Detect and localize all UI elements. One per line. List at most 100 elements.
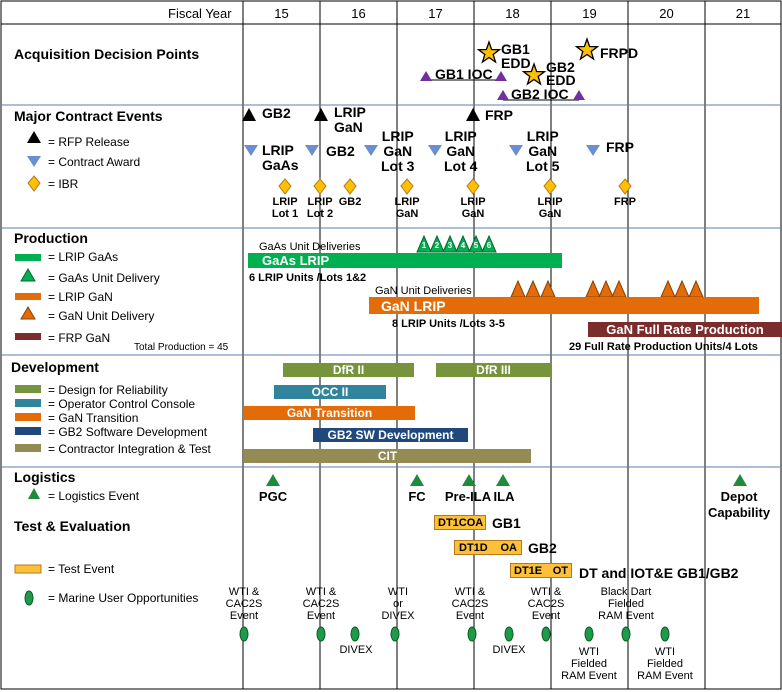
year-17: 17: [428, 6, 443, 21]
gb1-ioc-triangle-end: [495, 71, 507, 81]
marine-wti4-line3: Event: [455, 610, 485, 622]
rfp-frp-triangle: [466, 108, 480, 121]
marine-wti2-line1: WTI &: [305, 586, 337, 598]
ibr-frp-diamond: [618, 178, 632, 195]
ibr-gan-b-line2: GaN: [461, 208, 485, 220]
marine-blackdart-line1: Black Dart: [600, 586, 652, 598]
ibr-lot2-line2: Lot 2: [306, 208, 334, 220]
award-lot3-line3: Lot 3: [381, 158, 415, 174]
acq-gb2-label: GB2: [546, 59, 575, 75]
gb2-sw-bar: GB2 SW Development: [313, 428, 468, 442]
award-frp-label: FRP: [606, 139, 634, 155]
legend-gb2-sw-swatch: [15, 427, 41, 435]
logistics-pgc-label: PGC: [258, 489, 288, 504]
marine-wti7-line1: WTI: [654, 646, 676, 658]
acq-gb1-ioc-label: GB1 IOC: [435, 66, 493, 82]
gaas-delivery-number: 3: [447, 241, 453, 250]
dfr3-bar: DfR III: [436, 363, 551, 377]
marine-wti7-oval: [660, 626, 670, 642]
marine-divex2-oval: [504, 626, 514, 642]
legend-rfp-icon: [27, 131, 41, 143]
marine-wti6-line3: RAM Event: [561, 670, 617, 682]
award-frp-triangle: [586, 145, 600, 156]
marine-wti4-label: WTI & CAC2S Event: [450, 586, 490, 622]
gaas-delivery-markers: [416, 234, 497, 253]
award-lrip-gaas-triangle: [244, 145, 258, 156]
gan-frp-bar: GaN Full Rate Production: [588, 322, 782, 337]
legend-logistics-icon: [28, 488, 40, 499]
marine-wti3-line2: or: [393, 598, 403, 610]
legend-dfr-swatch: [15, 385, 41, 393]
gb2-edd-star: [521, 62, 547, 86]
ibr-lot2-diamond: [313, 178, 327, 195]
award-lot4-line1: LRIP: [444, 128, 477, 144]
year-15: 15: [274, 6, 289, 21]
frpd-star: [574, 37, 600, 61]
gaas-delivery-triangle: [468, 234, 484, 253]
legend-ibr: = IBR: [48, 177, 79, 191]
legend-lrip-gaas: = LRIP GaAs: [48, 250, 119, 264]
gan-delivery-triangle: [598, 279, 614, 298]
gan-transition-bar: GaN Transition: [244, 406, 415, 420]
marine-blackdart-line3: RAM Event: [598, 610, 654, 622]
award-lot3-triangle: [364, 145, 378, 156]
gaas-delivery-triangle: [416, 234, 432, 253]
gan-delivery-triangle: [510, 279, 526, 298]
ibr-frp-label: FRP: [614, 196, 636, 208]
marine-wti2-line3: Event: [306, 610, 336, 622]
ibr-lot1-diamond: [278, 178, 292, 195]
award-lrip-gaas-line1: LRIP: [262, 142, 294, 158]
legend-lrip-gaas-swatch: [15, 254, 41, 261]
year-20: 20: [659, 6, 674, 21]
legend-gan-delivery: = GaN Unit Delivery: [48, 309, 155, 323]
test-oa2-label: OA: [500, 541, 518, 554]
gan-delivery-triangle: [674, 279, 690, 298]
logistics-fc-label: FC: [408, 489, 426, 504]
ibr-lot1-line1: LRIP: [272, 196, 298, 208]
test-gb1-label: GB1: [492, 515, 521, 531]
marine-wti4-line1: WTI &: [454, 586, 486, 598]
award-lot5-line3: Lot 5: [526, 158, 560, 174]
ibr-gan-b-diamond: [466, 178, 480, 195]
marine-wti3-line1: WTI: [387, 586, 409, 598]
ibr-gan-a-line2: GaN: [395, 208, 419, 220]
ibr-gan-a-label: LRIP GaN: [390, 196, 424, 220]
award-lot3-label: LRIP GaN Lot 3: [381, 129, 414, 174]
marine-wti5-line1: WTI &: [530, 586, 562, 598]
ibr-gan-c-line1: LRIP: [537, 196, 563, 208]
legend-lrip-gan-swatch: [15, 293, 41, 300]
legend-test-swatch: [14, 564, 42, 574]
award-lot5-line2: GaN: [528, 143, 558, 159]
test-dt1d-bar: DT1D OA: [454, 540, 522, 555]
award-lrip-gaas-line2: GaAs: [262, 157, 299, 173]
acq-frpd-label: FRPD: [600, 45, 639, 61]
test-dt1d-label: DT1D: [459, 541, 488, 554]
logistics-pre-ila-label: Pre-ILA: [444, 489, 492, 504]
marine-wti2-label: WTI & CAC2S Event: [301, 586, 341, 622]
legend-gan-delivery-icon: [20, 306, 36, 320]
rfp-gb2-triangle: [242, 108, 256, 121]
gan-delivery-triangle: [660, 279, 676, 298]
test-dt1c-label: DT1C: [438, 516, 467, 529]
ibr-gan-b-line1: LRIP: [460, 196, 486, 208]
marine-wti5-label: WTI & CAC2S Event: [526, 586, 566, 622]
logistics-pgc-triangle: [266, 474, 280, 486]
year-21: 21: [735, 6, 751, 21]
fiscal-year-label: Fiscal Year: [168, 6, 232, 21]
test-dt1e-bar: DT1E OT: [510, 563, 572, 578]
gb1-edd-star: [476, 40, 502, 64]
legend-ibr-icon: [27, 175, 41, 192]
legend-gaas-delivery-icon: [20, 268, 36, 282]
legend-frp-gan-swatch: [15, 333, 41, 340]
frp-units-label: 29 Full Rate Production Units/4 Lots: [569, 341, 758, 353]
marine-blackdart-label: Black Dart Fielded RAM Event: [596, 586, 656, 622]
legend-award-icon: [27, 156, 41, 167]
gaas-delivery-triangle: [442, 234, 458, 253]
gb2-ioc-triangle-start: [497, 90, 509, 100]
legend-gan-transition-swatch: [15, 413, 41, 421]
gan-units-label: 8 LRIP Units /Lots 3-5: [392, 318, 505, 330]
rfp-lrip-gan-line2: GaN: [334, 119, 363, 135]
marine-wti1-line1: WTI &: [228, 586, 260, 598]
